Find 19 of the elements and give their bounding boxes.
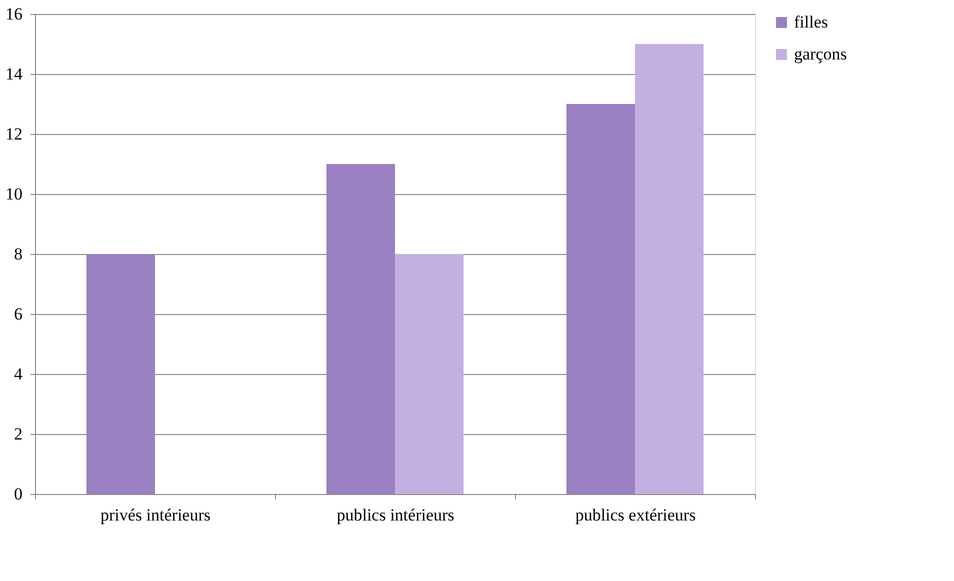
bar xyxy=(86,254,155,494)
bar xyxy=(566,104,635,494)
x-tick-label: privés intérieurs xyxy=(100,506,210,524)
bar xyxy=(635,44,704,494)
x-tick-label: publics extérieurs xyxy=(575,506,696,524)
y-tick-label: 8 xyxy=(14,244,22,264)
y-tick-label: 6 xyxy=(14,304,22,324)
y-tick-label: 10 xyxy=(6,184,22,204)
legend-label: garçons xyxy=(794,44,847,64)
y-tick-label: 16 xyxy=(6,4,22,24)
bar xyxy=(395,254,464,494)
y-tick-label: 0 xyxy=(14,484,22,504)
y-tick-label: 4 xyxy=(14,364,23,384)
y-tick-label: 12 xyxy=(6,124,22,144)
y-tick-label: 14 xyxy=(6,64,23,84)
y-tick-label: 2 xyxy=(14,424,22,444)
x-tick-label: publics intérieurs xyxy=(336,506,454,524)
legend-label: filles xyxy=(794,12,828,32)
bar xyxy=(326,164,395,494)
